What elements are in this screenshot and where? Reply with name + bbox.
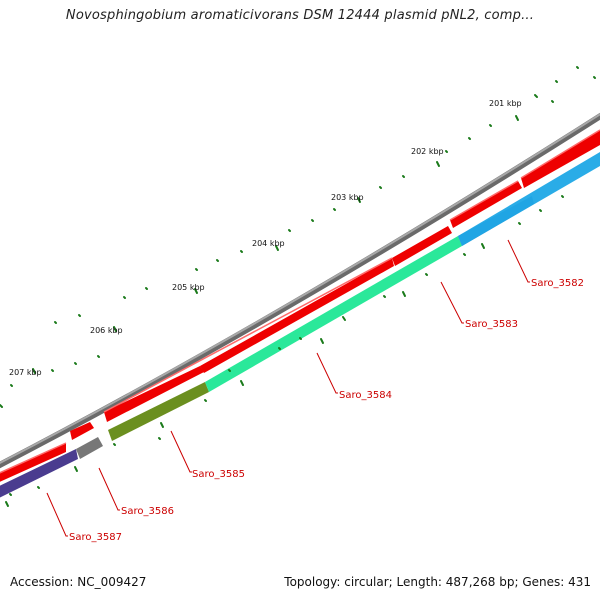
- gene-label-saro-3582[interactable]: Saro_3582: [531, 278, 584, 289]
- inner-tick-ring: [5, 195, 564, 507]
- gene-block-saro-3582-ext: [458, 152, 600, 246]
- cds-forward-5: [392, 226, 452, 266]
- gene-block-saro-3586: [76, 437, 103, 459]
- topology-text: Topology: circular; Length: 487,268 bp; …: [284, 575, 591, 589]
- kbp-label-207: 207 kbp: [9, 368, 42, 377]
- kbp-label-203: 203 kbp: [331, 193, 364, 202]
- outer-tick-ring: [0, 66, 596, 408]
- leader-saro-3587: [46, 492, 68, 537]
- map-title: Novosphingobium aromaticivorans DSM 1244…: [65, 8, 535, 23]
- cds-forward-4: [200, 258, 394, 373]
- gene-block-saro-3585: [108, 382, 209, 441]
- leader-saro-3584: [316, 352, 338, 394]
- label-leader-lines: [46, 239, 530, 537]
- kbp-label-204: 204 kbp: [252, 239, 285, 248]
- gene-label-saro-3587[interactable]: Saro_3587: [69, 532, 122, 543]
- gene-block-saro-3584: [205, 236, 462, 392]
- cds-forward-7: [521, 130, 600, 188]
- gene-label-saro-3584[interactable]: Saro_3584: [339, 390, 392, 401]
- backbone-outer: [0, 112, 600, 469]
- leader-saro-3586: [98, 467, 120, 511]
- backbone-outer-highlight: [0, 113, 600, 464]
- cds-forward-3: [104, 366, 204, 422]
- gene-label-saro-3583[interactable]: Saro_3583: [465, 319, 518, 330]
- gene-label-saro-3585[interactable]: Saro_3585: [192, 469, 245, 480]
- kbp-label-202: 202 kbp: [411, 147, 444, 156]
- accession-text: Accession: NC_009427: [10, 575, 147, 589]
- gene-block-saro-3587: [0, 449, 78, 498]
- cds-forward-1: [0, 443, 66, 482]
- reverse-cds-track: [0, 152, 600, 498]
- leader-saro-3583: [440, 281, 464, 324]
- cds-forward-6: [450, 181, 522, 228]
- leader-saro-3582: [507, 239, 530, 283]
- kbp-label-201: 201 kbp: [489, 99, 522, 108]
- leader-saro-3585: [170, 430, 192, 473]
- kbp-label-205: 205 kbp: [172, 283, 205, 292]
- gene-label-saro-3586[interactable]: Saro_3586: [121, 506, 174, 517]
- forward-cds-track: [0, 129, 600, 482]
- cds-forward-2: [70, 422, 94, 440]
- kbp-label-206: 206 kbp: [90, 326, 123, 335]
